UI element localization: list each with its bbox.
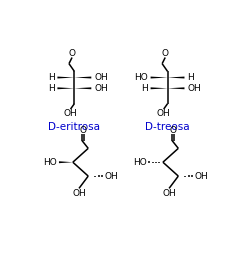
- Text: H: H: [48, 84, 55, 93]
- Text: O: O: [162, 49, 169, 58]
- Text: H: H: [141, 84, 148, 93]
- Text: O: O: [80, 126, 87, 135]
- Polygon shape: [151, 87, 168, 89]
- Polygon shape: [74, 76, 91, 79]
- Polygon shape: [168, 87, 185, 89]
- Text: HO: HO: [135, 73, 148, 82]
- Text: OH: OH: [72, 189, 86, 198]
- Text: OH: OH: [94, 73, 108, 82]
- Text: OH: OH: [162, 189, 176, 198]
- Text: D-eritrosa: D-eritrosa: [48, 122, 100, 132]
- Text: OH: OH: [195, 171, 208, 181]
- Text: HO: HO: [133, 158, 147, 167]
- Text: O: O: [69, 49, 76, 58]
- Polygon shape: [74, 87, 91, 89]
- Text: H: H: [187, 73, 194, 82]
- Text: HO: HO: [43, 158, 57, 167]
- Text: D-treosa: D-treosa: [145, 122, 190, 132]
- Text: OH: OH: [64, 109, 77, 118]
- Text: OH: OH: [188, 84, 201, 93]
- Text: H: H: [48, 73, 55, 82]
- Text: OH: OH: [157, 109, 171, 118]
- Polygon shape: [168, 76, 185, 79]
- Text: OH: OH: [94, 84, 108, 93]
- Polygon shape: [59, 161, 73, 163]
- Polygon shape: [151, 76, 168, 79]
- Text: O: O: [170, 126, 177, 135]
- Polygon shape: [57, 87, 74, 89]
- Text: OH: OH: [104, 171, 118, 181]
- Polygon shape: [57, 76, 74, 79]
